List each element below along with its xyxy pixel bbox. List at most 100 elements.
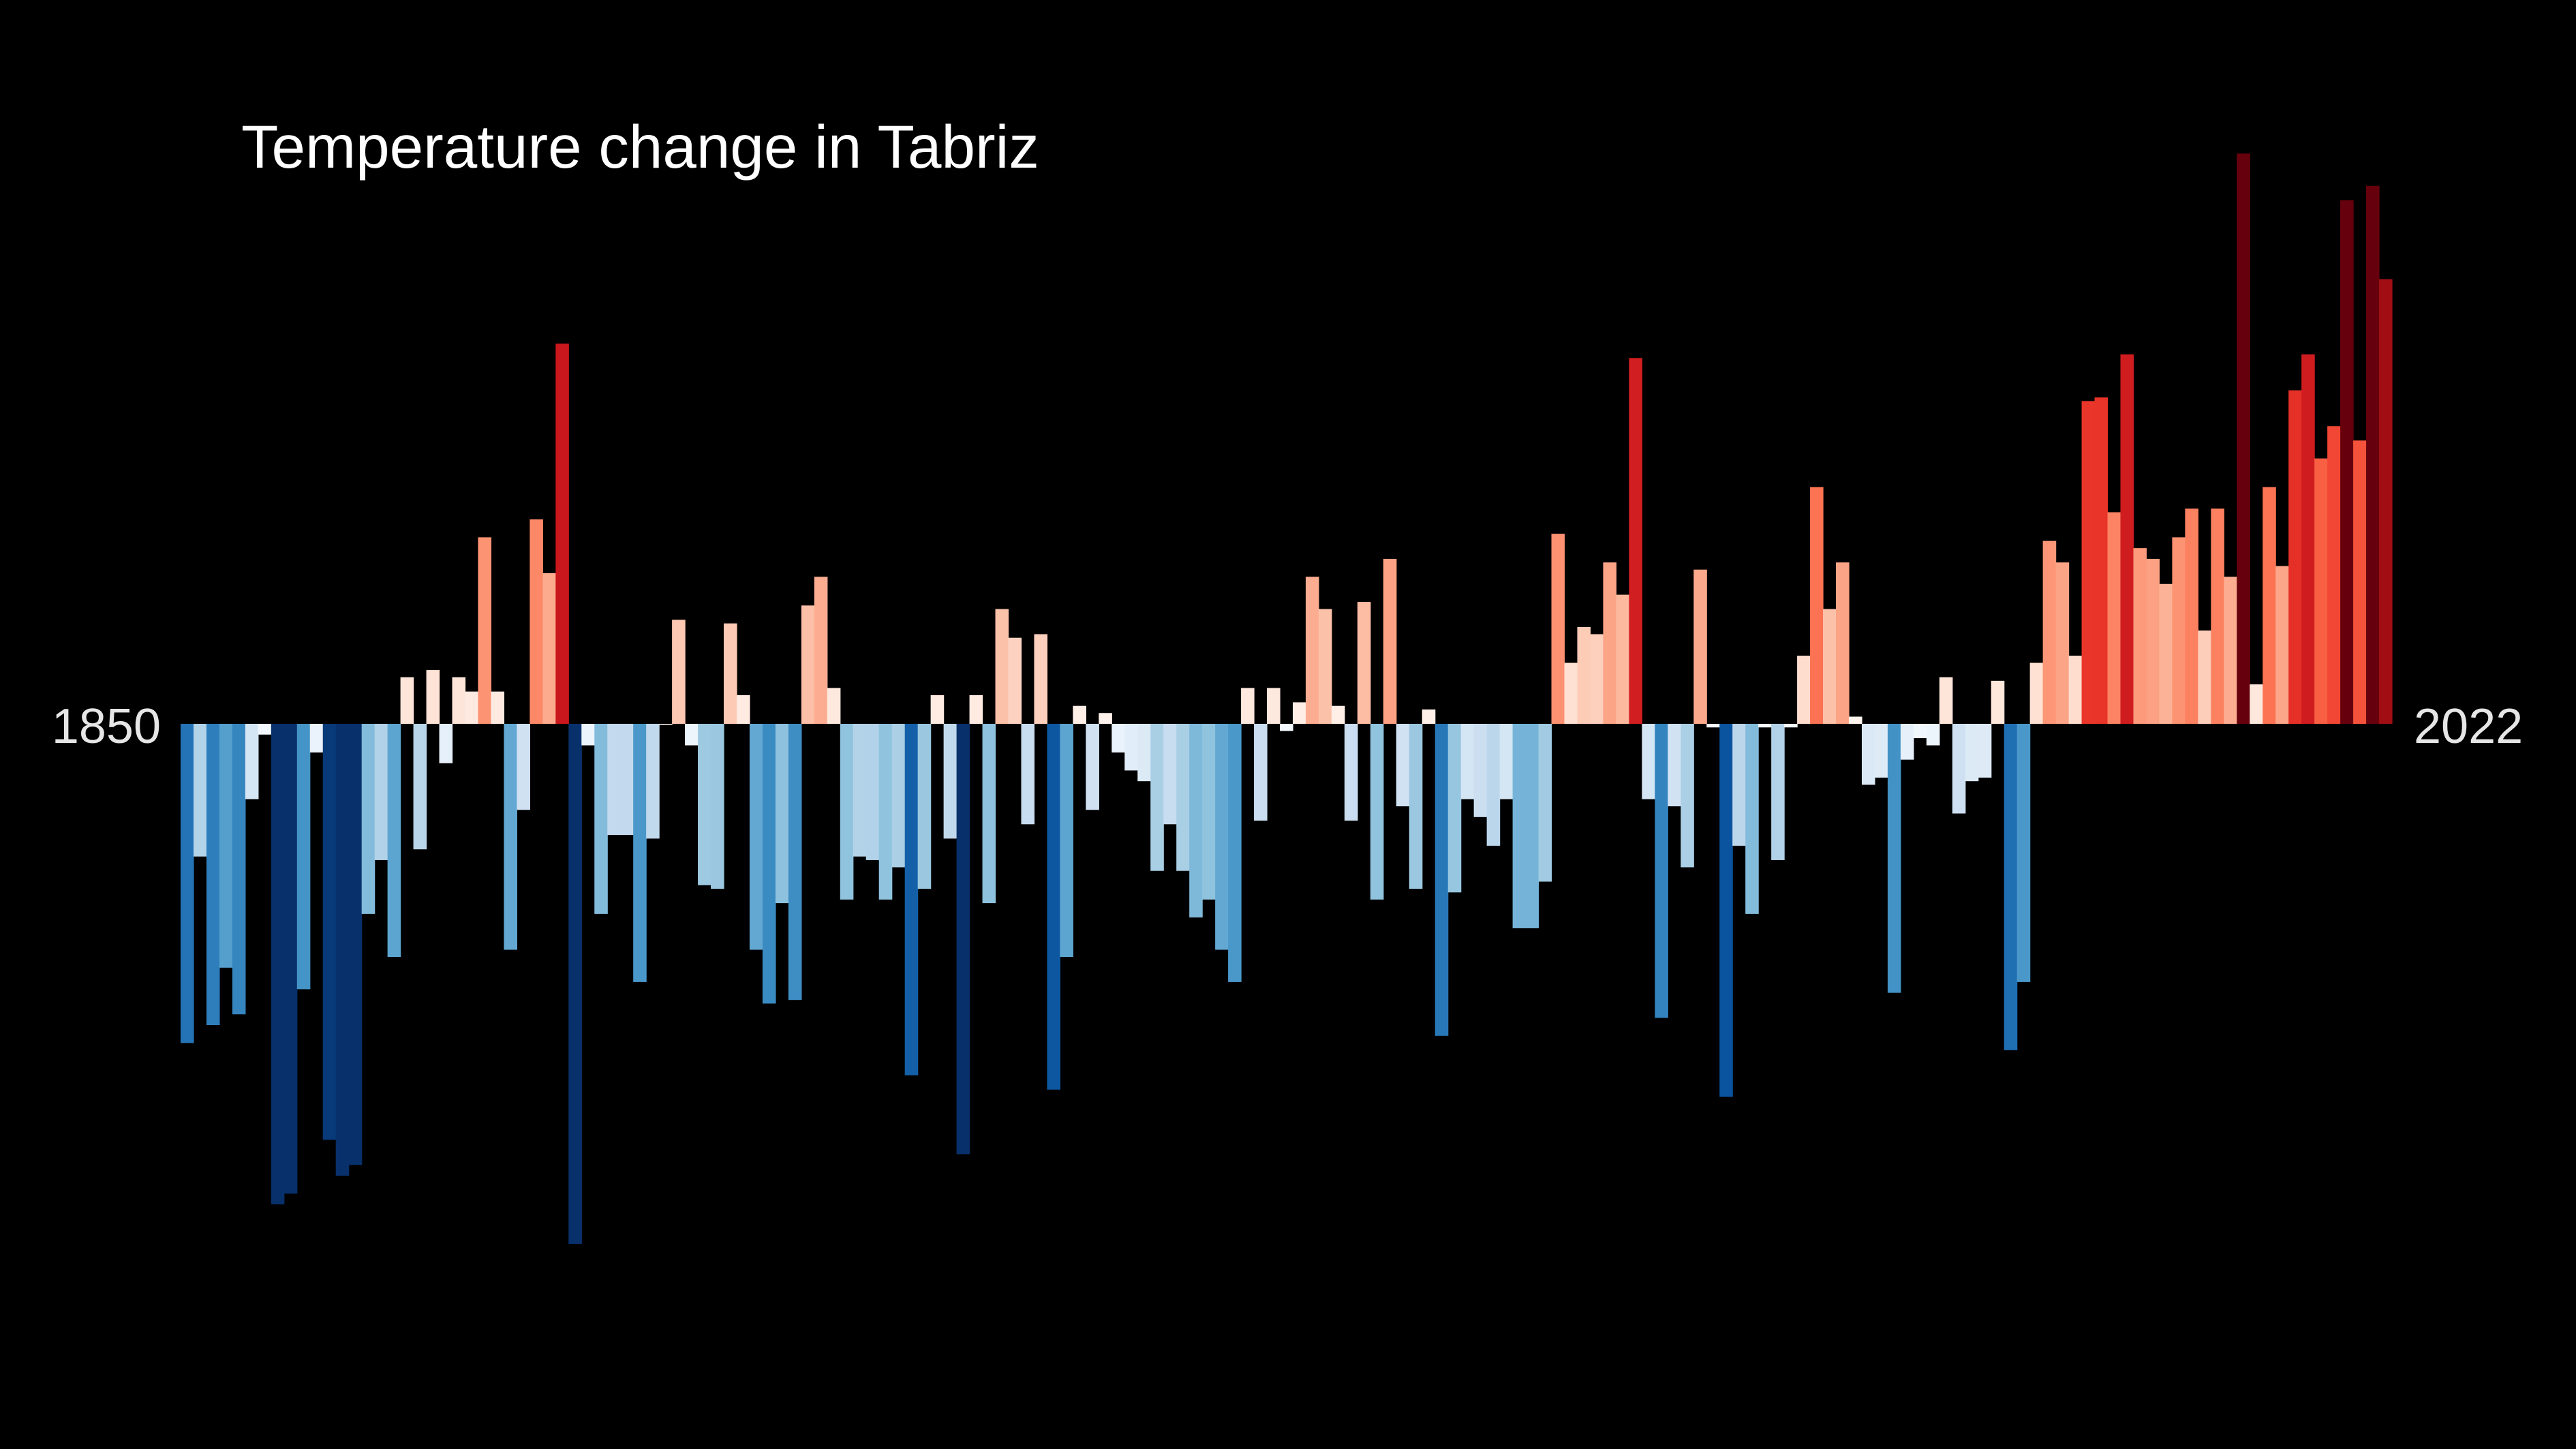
bar-1985 xyxy=(1926,724,1940,746)
bar-1989 xyxy=(1978,724,1992,778)
bar-1911 xyxy=(969,695,983,724)
bar-1876 xyxy=(517,724,530,810)
bar-1946 xyxy=(1422,709,1436,724)
bar-1873 xyxy=(478,537,492,724)
bar-2003 xyxy=(2159,583,2173,724)
chart-title: Temperature change in Tabriz xyxy=(241,112,1039,181)
bar-1980 xyxy=(1861,724,1875,785)
bar-1931 xyxy=(1228,724,1242,982)
bar-1853 xyxy=(219,724,233,968)
bar-1975 xyxy=(1797,656,1811,724)
bar-1988 xyxy=(1965,724,1979,782)
bar-1983 xyxy=(1900,724,1914,760)
bar-2010 xyxy=(2250,684,2263,724)
bar-1865 xyxy=(374,724,388,860)
bar-1917 xyxy=(1047,724,1061,1090)
bar-2020 xyxy=(2379,279,2393,724)
bar-1928 xyxy=(1189,724,1203,918)
bar-1904 xyxy=(878,724,893,900)
bar-1872 xyxy=(465,691,479,724)
bar-1982 xyxy=(1887,724,1901,993)
end-year-label: 2022 xyxy=(2414,699,2523,754)
bar-1976 xyxy=(1810,487,1824,724)
bar-1935 xyxy=(1280,724,1293,731)
bar-1900 xyxy=(827,688,841,724)
bar-1974 xyxy=(1784,724,1798,728)
bar-1923 xyxy=(1124,724,1138,771)
bar-2017 xyxy=(2340,200,2354,724)
bar-1915 xyxy=(1021,724,1035,825)
bar-2007 xyxy=(2211,508,2224,724)
bar-1955 xyxy=(1538,724,1552,882)
bar-1936 xyxy=(1292,702,1306,724)
bar-1908 xyxy=(930,695,945,724)
bar-1850 xyxy=(181,724,194,1043)
bar-2018 xyxy=(2353,440,2367,724)
bar-1889 xyxy=(685,724,699,746)
bar-1998 xyxy=(2094,397,2109,724)
bar-2015 xyxy=(2314,458,2328,724)
bar-1995 xyxy=(2055,562,2070,724)
bar-1863 xyxy=(348,724,363,1165)
bar-1951 xyxy=(1486,724,1501,846)
bar-2008 xyxy=(2224,577,2237,724)
bar-1919 xyxy=(1073,705,1086,724)
bar-1960 xyxy=(1603,562,1617,724)
bar-1940 xyxy=(1344,724,1358,821)
bar-1881 xyxy=(581,724,595,746)
bar-1969 xyxy=(1719,724,1733,1097)
bar-1883 xyxy=(607,724,621,836)
bar-1926 xyxy=(1163,724,1177,825)
bar-1906 xyxy=(904,724,919,1076)
bar-1945 xyxy=(1409,724,1423,889)
bar-2005 xyxy=(2185,508,2198,724)
bar-1947 xyxy=(1435,724,1449,1036)
bar-1991 xyxy=(2004,724,2018,1050)
bar-1952 xyxy=(1499,724,1514,799)
bar-1902 xyxy=(853,724,867,857)
bar-1941 xyxy=(1357,602,1371,724)
bar-1954 xyxy=(1525,724,1539,928)
bar-1874 xyxy=(491,691,505,724)
bar-1950 xyxy=(1473,724,1488,817)
bar-1914 xyxy=(1008,637,1022,724)
bar-1905 xyxy=(891,724,906,868)
bar-1937 xyxy=(1305,577,1319,724)
bar-1870 xyxy=(439,724,453,763)
bar-1860 xyxy=(309,724,324,753)
bar-1892 xyxy=(724,623,737,724)
bar-1894 xyxy=(749,724,763,950)
bar-1916 xyxy=(1034,634,1048,724)
bar-1999 xyxy=(2107,512,2121,724)
bar-1888 xyxy=(672,620,686,724)
bar-1891 xyxy=(711,724,724,889)
bar-1887 xyxy=(659,724,673,725)
bar-1910 xyxy=(956,724,970,1155)
bar-1897 xyxy=(788,724,802,1001)
bar-1854 xyxy=(232,724,246,1015)
bar-1959 xyxy=(1590,634,1604,724)
bar-1958 xyxy=(1577,626,1591,724)
bar-1996 xyxy=(2068,656,2083,724)
bar-1875 xyxy=(504,724,517,950)
bar-1890 xyxy=(698,724,711,885)
bar-1992 xyxy=(2017,724,2031,982)
bar-1855 xyxy=(245,724,259,799)
bar-1961 xyxy=(1616,594,1629,724)
bar-2002 xyxy=(2146,558,2160,724)
bar-1948 xyxy=(1447,724,1462,893)
bar-1981 xyxy=(1874,724,1888,778)
bar-1884 xyxy=(620,724,634,836)
bar-1851 xyxy=(193,724,207,857)
bar-1877 xyxy=(530,519,543,724)
bar-1963 xyxy=(1642,724,1655,799)
bar-1859 xyxy=(296,724,311,990)
bar-1921 xyxy=(1099,713,1112,724)
bar-1920 xyxy=(1086,724,1099,810)
bar-1867 xyxy=(400,677,414,724)
bar-2011 xyxy=(2263,487,2276,724)
bar-1968 xyxy=(1706,724,1720,728)
bar-1984 xyxy=(1913,724,1927,739)
bar-1880 xyxy=(568,724,582,1244)
